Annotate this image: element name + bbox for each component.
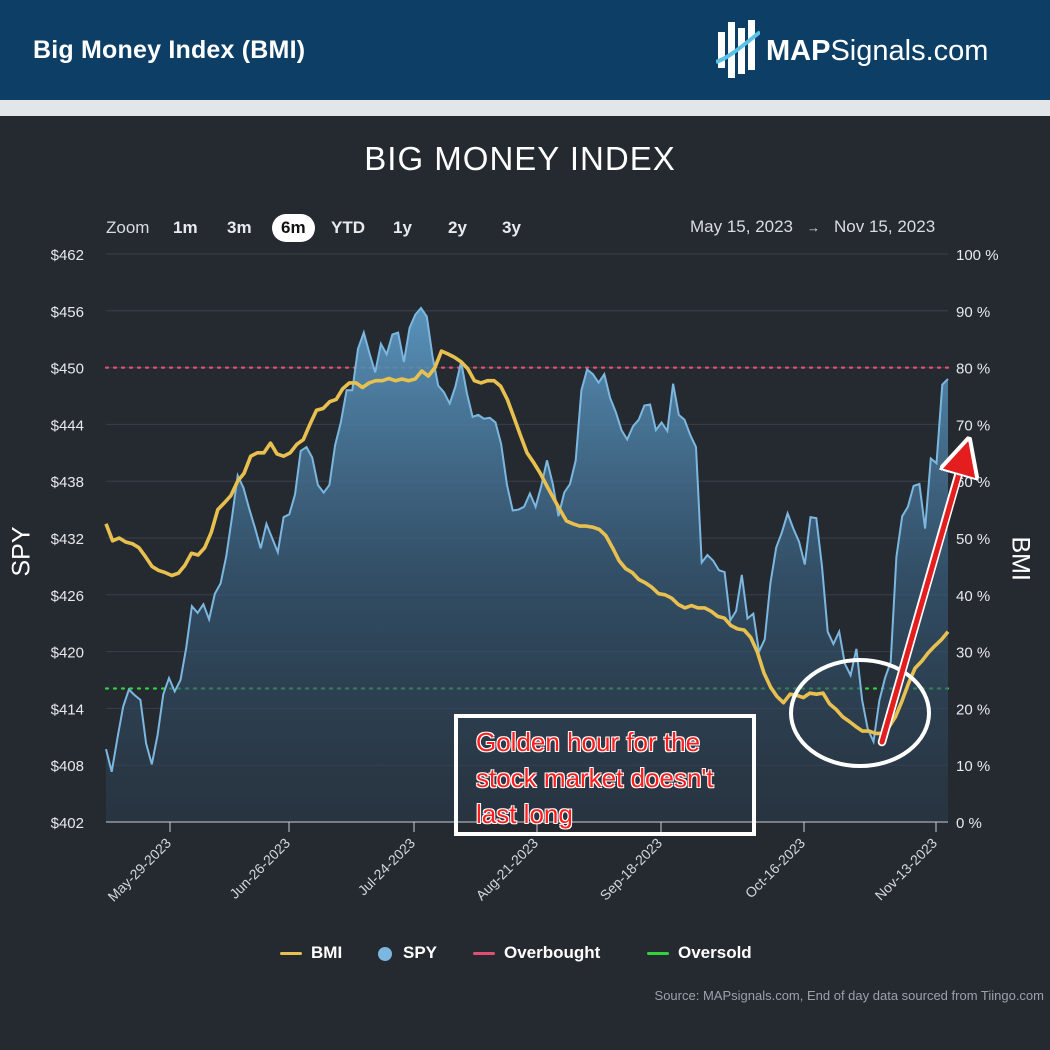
zoom-2y-button[interactable]: 2y — [448, 218, 467, 237]
mapsignals-logo[interactable]: MAPSignals.com — [716, 18, 1016, 82]
logo-bold-text: MAP — [766, 35, 831, 67]
legend-bmi-swatch — [280, 952, 302, 956]
page-title: Big Money Index (BMI) — [33, 36, 306, 64]
range-to[interactable]: Nov 15, 2023 — [834, 217, 936, 236]
zoom-3m-button[interactable]: 3m — [227, 218, 252, 237]
legend-item-oversold[interactable]: Oversold — [647, 941, 752, 965]
zoom-ytd-button[interactable]: YTD — [331, 218, 365, 237]
legend-overbought-label: Overbought — [504, 943, 601, 962]
zoom-6m-button[interactable]: 6m — [272, 214, 315, 242]
chart-panel — [0, 116, 1050, 1050]
legend-overbought-swatch — [473, 952, 495, 956]
zoom-1y-button[interactable]: 1y — [393, 218, 412, 237]
header-divider — [0, 100, 1050, 116]
logo-mark-icon — [716, 20, 760, 78]
range-arrow-icon: → — [807, 220, 821, 235]
zoom-3y-button[interactable]: 3y — [502, 218, 521, 237]
logo-text: MAPSignals.com — [766, 35, 988, 68]
legend-item-spy[interactable]: SPY — [378, 941, 437, 965]
chart-title: BIG MONEY INDEX — [364, 140, 676, 177]
legend-spy-swatch — [378, 946, 392, 961]
annotation-box — [454, 714, 756, 836]
range-from[interactable]: May 15, 2023 — [690, 217, 794, 236]
legend-spy-label: SPY — [403, 943, 438, 962]
source-credit: Source: MAPsignals.com, End of day data … — [654, 988, 1044, 1003]
zoom-label: Zoom — [106, 218, 150, 237]
annotation-text: Golden hour for the stock market doesn't… — [476, 727, 714, 829]
legend-oversold-label: Oversold — [678, 943, 752, 962]
legend-bmi-label: BMI — [311, 943, 343, 962]
y-right-axis-title: BMI — [1006, 536, 1035, 581]
date-range: May 15, 2023 → Nov 15, 2023 — [690, 217, 935, 237]
legend: BMI SPY Overbought Oversold — [0, 941, 1050, 965]
legend-item-bmi[interactable]: BMI — [280, 941, 342, 965]
zoom-1m-button[interactable]: 1m — [173, 218, 198, 237]
y-left-axis-title: SPY — [7, 526, 36, 577]
legend-item-overbought[interactable]: Overbought — [473, 941, 600, 965]
header-bar: Big Money Index (BMI) MAPSignals.com — [0, 0, 1050, 100]
logo-rest-text: Signals.com — [830, 35, 989, 67]
legend-oversold-swatch — [647, 952, 669, 956]
